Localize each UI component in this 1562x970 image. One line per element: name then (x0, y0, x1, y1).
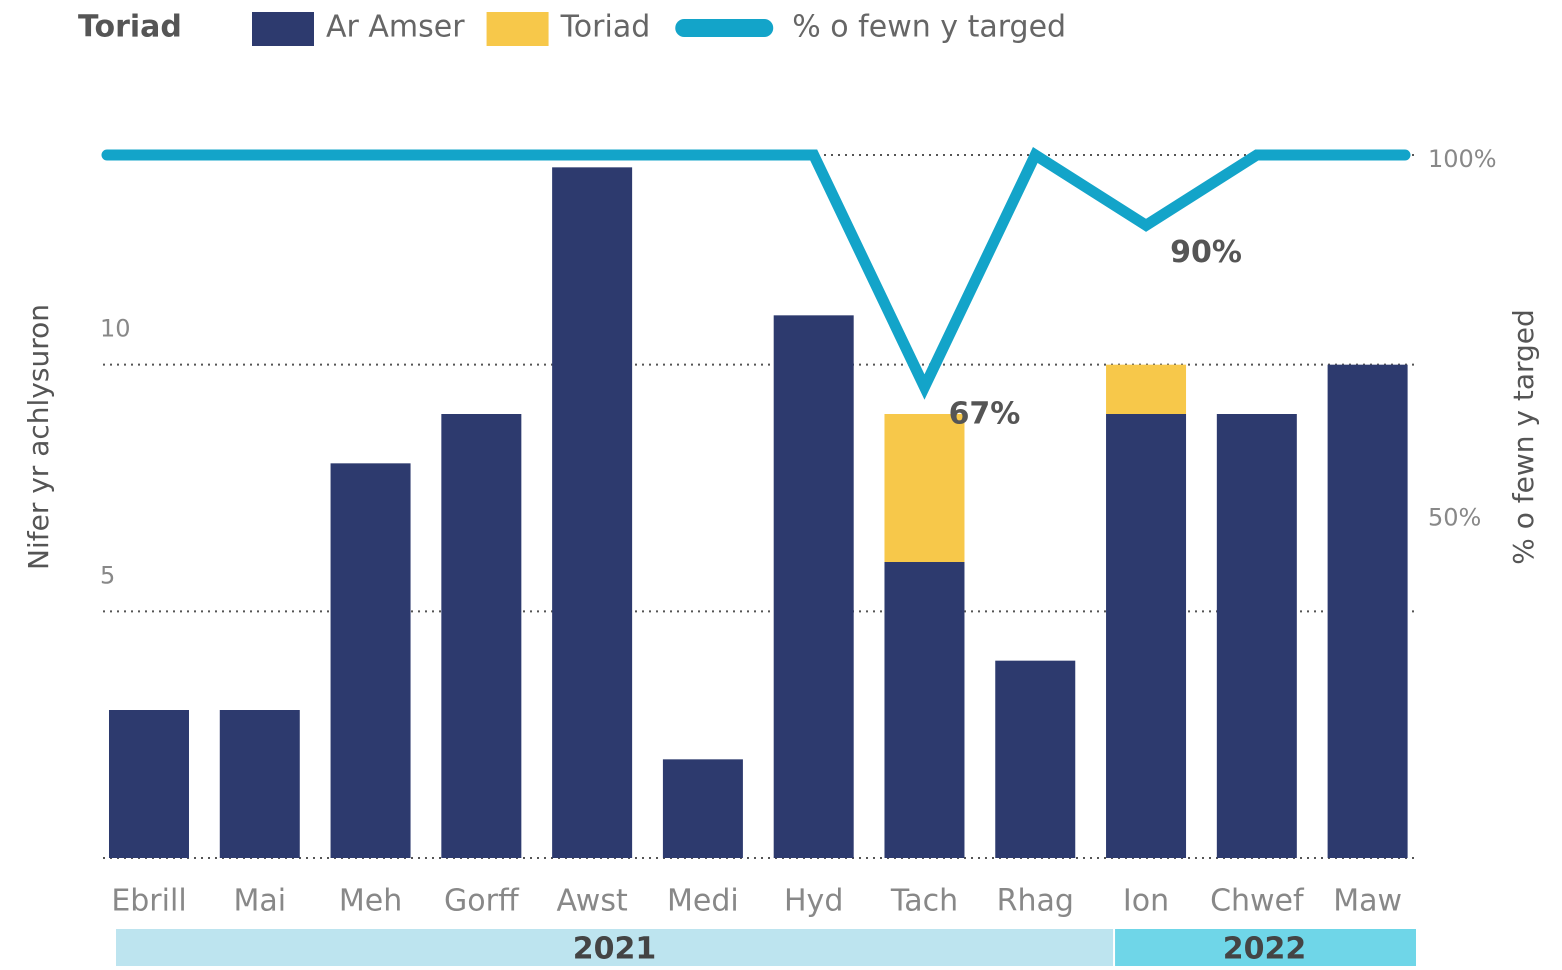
legend-label: Ar Amser (326, 10, 465, 45)
y2-axis-label: % o fewn y targed (1507, 309, 1540, 565)
bar (552, 167, 633, 859)
bar (219, 710, 300, 858)
bar (1327, 364, 1408, 858)
legend-swatch (252, 12, 314, 46)
bar (1106, 364, 1187, 414)
legend-label: Toriad (560, 10, 651, 45)
y2-tick-label: 100% (1428, 145, 1497, 173)
bar (441, 414, 522, 858)
group-label: 2022 (1223, 932, 1307, 967)
legend-title: Toriad (78, 10, 182, 45)
group-band (1115, 929, 1416, 966)
x-tick-label: Hyd (784, 884, 843, 919)
x-tick-label: Ebrill (111, 884, 186, 919)
y-axis-label: Nifer yr achlysuron (22, 304, 55, 570)
y-tick-label: 5 (100, 561, 115, 589)
x-tick-label: Gorff (444, 884, 520, 919)
bar (1216, 414, 1297, 858)
bar (773, 315, 854, 858)
bar (884, 562, 965, 858)
bar (995, 660, 1076, 858)
x-tick-label: Tach (890, 884, 958, 919)
line (101, 147, 1411, 400)
x-tick-label: Mai (233, 884, 286, 919)
x-tick-label: Meh (339, 884, 402, 919)
bar (884, 414, 965, 562)
bar (1106, 414, 1187, 858)
legend-label: % o fewn y targed (792, 10, 1066, 45)
x-tick-label: Medi (667, 884, 739, 919)
y2-tick-label: 50% (1428, 504, 1481, 532)
group-band (116, 929, 1114, 966)
data-label: 67% (949, 396, 1021, 431)
legend-swatch (486, 12, 549, 46)
x-tick-label: Rhag (997, 884, 1074, 919)
x-tick-label: Chwef (1210, 884, 1305, 919)
x-tick-label: Ion (1123, 884, 1169, 919)
x-tick-label: Awst (557, 884, 628, 919)
bar (662, 759, 743, 858)
y-tick-label: 10 (100, 315, 131, 343)
group-label: 2021 (573, 932, 657, 967)
x-tick-label: Maw (1333, 884, 1402, 919)
data-label: 90% (1170, 235, 1242, 270)
bar (330, 463, 411, 858)
bar (108, 710, 189, 858)
